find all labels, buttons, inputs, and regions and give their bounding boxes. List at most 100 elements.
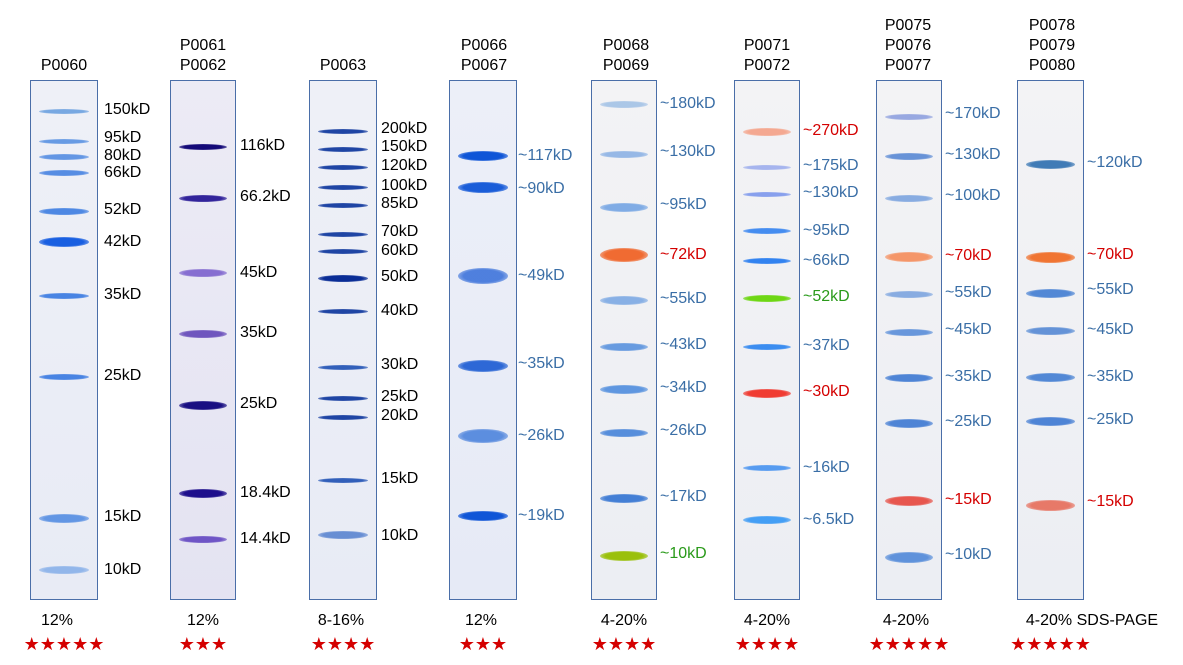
product-code: P0072 [743, 57, 791, 74]
ladder-header: P0078 P0079 P0080 [992, 12, 1112, 76]
band-size-label: ~270kD [803, 122, 859, 139]
band-size-label: ~37kD [803, 337, 850, 354]
product-code: P0067 [460, 57, 508, 74]
protein-band [743, 516, 791, 524]
band-size-label: 10kD [104, 561, 142, 578]
protein-band [318, 531, 368, 539]
protein-band [318, 308, 368, 314]
protein-band [318, 477, 368, 483]
product-code: P0060 [40, 57, 88, 74]
band-size-label: ~175kD [803, 157, 859, 174]
protein-band [39, 293, 89, 299]
protein-band [318, 184, 368, 190]
protein-band [600, 551, 648, 561]
gel-lane [449, 80, 517, 600]
band-size-label: ~19kD [518, 507, 565, 524]
ladder-header: P0068 P0069 [566, 12, 686, 76]
band-size-label: 15kD [104, 508, 142, 525]
band-size-label: ~16kD [803, 459, 850, 476]
protein-band [318, 414, 368, 420]
protein-band [179, 535, 227, 543]
band-size-label: ~10kD [945, 546, 992, 563]
band-size-label: ~70kD [945, 247, 992, 264]
band-size-label: ~120kD [1087, 154, 1143, 171]
product-code: P0071 [743, 37, 791, 54]
band-size-label: 14.4kD [240, 530, 291, 547]
protein-band [600, 100, 648, 108]
band-size-label: ~55kD [1087, 281, 1134, 298]
protein-band [318, 231, 368, 237]
gel-percentage: 4-20% [600, 612, 648, 629]
gel-lane [1017, 80, 1084, 600]
protein-band [743, 128, 791, 136]
protein-band [179, 488, 227, 498]
protein-band [600, 150, 648, 158]
band-size-label: 52kD [104, 201, 142, 218]
gel-lane [30, 80, 98, 600]
band-size-label: ~66kD [803, 252, 850, 269]
gel-lane [591, 80, 657, 600]
band-size-label: 70kD [381, 223, 419, 240]
product-code: P0075 [884, 17, 932, 34]
gel-lane [734, 80, 800, 600]
product-code: P0068 [602, 37, 650, 54]
protein-band [885, 152, 933, 160]
band-size-label: ~130kD [660, 143, 716, 160]
band-size-label: 25kD [381, 388, 419, 405]
band-size-label: ~15kD [945, 491, 992, 508]
protein-band [179, 400, 227, 410]
band-size-label: 150kD [381, 138, 428, 155]
protein-band [743, 258, 791, 264]
band-size-label: ~130kD [945, 146, 1001, 163]
band-size-label: ~55kD [945, 284, 992, 301]
protein-band [318, 128, 368, 134]
rating-stars: ★★★★★ [23, 634, 105, 654]
band-size-label: ~170kD [945, 105, 1001, 122]
protein-band [600, 343, 648, 351]
protein-band [1026, 416, 1075, 426]
protein-band [318, 395, 368, 401]
band-size-label: ~35kD [1087, 368, 1134, 385]
rating-stars: ★★★ [178, 634, 228, 654]
gel-lane [170, 80, 236, 600]
band-size-label: ~90kD [518, 180, 565, 197]
band-size-label: ~43kD [660, 336, 707, 353]
rating-stars: ★★★★ [591, 634, 657, 654]
protein-band [318, 364, 368, 370]
band-size-label: 66kD [104, 164, 142, 181]
protein-band [743, 465, 791, 471]
protein-band [1026, 288, 1075, 298]
band-size-label: ~72kD [660, 246, 707, 263]
protein-band [39, 154, 89, 160]
band-size-label: 85kD [381, 195, 419, 212]
protein-band [1026, 159, 1075, 169]
protein-band [600, 295, 648, 305]
protein-band [458, 511, 508, 521]
protein-band [318, 274, 368, 282]
band-size-label: ~95kD [803, 222, 850, 239]
protein-band [179, 269, 227, 277]
protein-band [1026, 499, 1075, 511]
ladder-header: P0061 P0062 [143, 12, 263, 76]
protein-band [600, 202, 648, 212]
rating-stars: ★★★★★ [1010, 634, 1091, 654]
band-size-label: 30kD [381, 356, 419, 373]
band-size-label: ~15kD [1087, 493, 1134, 510]
product-code: P0079 [1028, 37, 1076, 54]
gel-percentage: 12% [186, 612, 220, 629]
protein-band [885, 290, 933, 298]
protein-band [458, 268, 508, 284]
protein-band [885, 496, 933, 506]
protein-band [318, 202, 368, 208]
protein-band [179, 194, 227, 202]
protein-band [458, 429, 508, 443]
band-size-label: 80kD [104, 147, 142, 164]
band-size-label: ~95kD [660, 196, 707, 213]
gel-lane [876, 80, 942, 600]
product-code: P0062 [179, 57, 227, 74]
band-size-label: ~52kD [803, 288, 850, 305]
gel-lane [309, 80, 377, 600]
band-size-label: ~25kD [945, 413, 992, 430]
protein-band [179, 144, 227, 150]
product-code: P0066 [460, 37, 508, 54]
